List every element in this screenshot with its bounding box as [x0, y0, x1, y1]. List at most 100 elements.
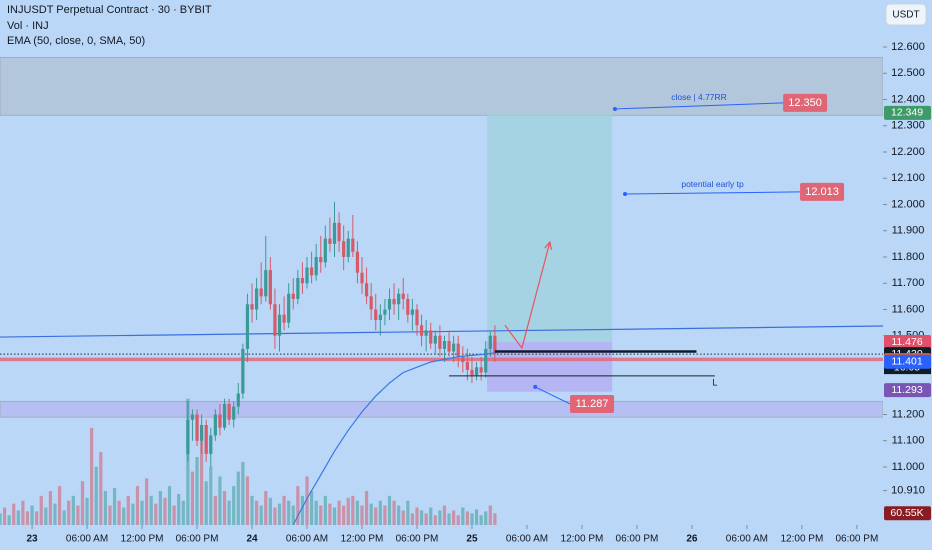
x-tick-label: 26 — [686, 534, 698, 545]
candle-body — [190, 414, 195, 420]
x-tick-label: 06:00 PM — [176, 534, 219, 545]
candle-body — [291, 293, 295, 299]
volume-bar — [181, 500, 185, 525]
candle-body — [222, 403, 227, 428]
volume-bar — [245, 476, 250, 525]
volume-bar — [259, 505, 263, 525]
arrow-path — [504, 241, 551, 350]
candle-body — [360, 272, 364, 284]
volume-bar — [80, 481, 85, 525]
volume-bar — [461, 507, 465, 525]
candle-body — [461, 356, 465, 362]
volume-bar — [241, 461, 245, 525]
volume-bar — [103, 491, 107, 525]
candle-body — [465, 361, 469, 370]
volume-bar — [429, 507, 433, 525]
volume-bar — [387, 495, 392, 525]
volume-bar — [154, 503, 158, 525]
y-tick-label: 11.800 — [892, 251, 925, 263]
x-tick-label: 12:00 PM — [341, 534, 384, 545]
callout-line — [625, 191, 801, 195]
callout-anchor — [623, 191, 628, 196]
candle-body — [186, 419, 190, 454]
x-tick-label: 24 — [246, 534, 258, 545]
volume-bar — [410, 513, 415, 525]
volume-bar — [419, 510, 424, 525]
x-tick-label: 06:00 PM — [616, 534, 659, 545]
price-label-box — [884, 354, 931, 369]
volume-bar — [264, 491, 268, 525]
volume-bar — [48, 491, 53, 525]
callout-anchor — [612, 106, 617, 111]
x-tick-label: 06:00 AM — [506, 534, 548, 545]
price-label-box — [884, 335, 931, 350]
candle-body — [346, 238, 350, 257]
candle-body — [213, 414, 217, 436]
price-label: 11.401 — [891, 356, 922, 368]
candle-body — [287, 293, 291, 323]
volume-bar — [112, 488, 117, 525]
candle-body — [392, 298, 396, 305]
volume-bar — [140, 500, 144, 525]
candle-body — [314, 256, 318, 276]
volume-bar — [131, 503, 135, 525]
candle-body — [351, 238, 355, 252]
volume-bar — [332, 507, 337, 525]
candle-body — [442, 340, 447, 349]
y-tick-label: 12.400 — [891, 93, 925, 105]
candle-body — [259, 288, 263, 297]
volume-bar — [177, 493, 181, 525]
volume-bar — [85, 497, 89, 525]
currency[interactable]: USDT — [892, 10, 919, 21]
candle-body — [438, 335, 442, 349]
volume-bar — [186, 398, 190, 525]
stop-area — [487, 342, 613, 392]
candle-body — [447, 340, 451, 352]
volume-bar — [236, 471, 240, 525]
callout-text: potential early tp — [681, 179, 744, 189]
callout-value: 11.287 — [576, 398, 609, 410]
volume-bar — [374, 507, 378, 525]
x-tick-label: 12:00 PM — [121, 534, 164, 545]
volume-bar — [53, 503, 57, 525]
callout-box — [800, 182, 845, 201]
candle-body — [204, 424, 208, 454]
x-tick-label: 12:00 PM — [780, 534, 823, 545]
volume-bar — [94, 466, 98, 525]
volume-bar — [296, 486, 300, 525]
candle-body — [355, 251, 360, 273]
volume-bar — [2, 507, 7, 525]
overlay: INJUSDT Perpetual Contract · 30 · BYBIT … — [7, 3, 927, 47]
zone — [0, 57, 883, 116]
volume-bar — [397, 505, 401, 525]
ema-line — [292, 352, 495, 525]
candle-body — [227, 403, 231, 420]
candle-body — [479, 367, 483, 373]
volume-bar — [360, 505, 364, 525]
currency-box[interactable] — [885, 3, 927, 26]
trend-line — [0, 325, 883, 338]
volume-label-box — [884, 506, 931, 521]
candle-body — [332, 222, 337, 244]
candle-body — [195, 414, 199, 441]
volume-bar — [99, 452, 103, 525]
volume-bar — [488, 505, 492, 525]
volume-bar — [474, 509, 479, 525]
volume-bar — [12, 503, 16, 525]
volume-bar — [378, 500, 382, 525]
price-label: 11.293 — [891, 384, 922, 396]
volume-bar — [493, 513, 497, 525]
candle-body — [255, 288, 259, 310]
y-tick-label: 11.100 — [892, 435, 925, 447]
callout-value: 12.350 — [788, 97, 822, 109]
chart-title: INJUSDT Perpetual Contract · 30 · BYBIT — [7, 4, 212, 16]
volume-bar — [447, 513, 451, 525]
legend-line: EMA (50, close, 0, SMA, 50) — [7, 35, 145, 47]
x-tick-label: 25 — [466, 534, 478, 545]
volume-bar — [163, 497, 167, 525]
candle-body — [429, 330, 433, 344]
price-label: 11.476 — [891, 336, 922, 348]
volume-bar — [222, 491, 227, 525]
candle-body — [232, 406, 236, 420]
